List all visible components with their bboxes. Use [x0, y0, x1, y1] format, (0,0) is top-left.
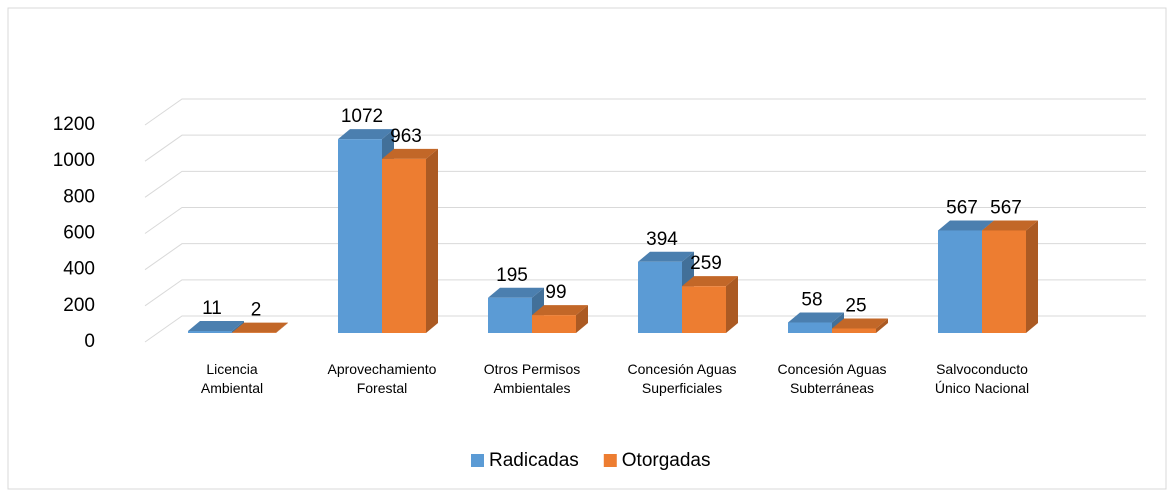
legend-label: Radicadas: [489, 450, 579, 471]
bar-side: [876, 318, 888, 333]
bar-top: [188, 321, 244, 332]
bar-side: [276, 322, 288, 333]
bar-side: [232, 321, 244, 333]
bar-top: [832, 318, 888, 329]
bar-front: [832, 328, 876, 333]
grid-line: [144, 279, 1146, 307]
value-label: 567: [946, 197, 978, 218]
value-label: 394: [646, 229, 678, 250]
legend-swatch: [471, 454, 484, 467]
bar-top: [982, 220, 1038, 231]
y-tick-label: 200: [63, 295, 95, 316]
grid-line: [144, 243, 1146, 271]
legend-label: Otorgadas: [622, 450, 711, 471]
x-tick-label: Licencia Ambiental: [201, 361, 263, 396]
x-tick-label: Concesión Aguas Superficiales: [628, 361, 737, 396]
value-label: 259: [690, 253, 722, 274]
y-tick-label: 800: [63, 186, 95, 207]
bar-front: [788, 322, 832, 333]
value-label: 2: [251, 300, 262, 321]
bar-top: [532, 305, 588, 316]
value-label: 11: [202, 298, 222, 319]
bar-side: [576, 305, 588, 333]
y-tick-label: 600: [63, 223, 95, 244]
legend-swatch: [603, 454, 617, 467]
bar-front: [638, 261, 682, 333]
bar-side: [1026, 220, 1038, 333]
bar-top: [788, 312, 844, 323]
bar: [832, 318, 888, 333]
bar-front: [488, 297, 532, 333]
bar: [232, 322, 288, 333]
grid-line: [144, 134, 1146, 162]
bar: [682, 276, 738, 333]
bar-front: [682, 286, 726, 333]
y-tick-label: 1000: [53, 150, 95, 171]
bar: [188, 321, 244, 333]
bar: [982, 220, 1038, 333]
value-label: 99: [545, 282, 566, 303]
bar: [382, 148, 438, 333]
bar: [532, 305, 588, 333]
value-label: 1072: [341, 106, 383, 127]
bar-front: [382, 158, 426, 333]
grid-line: [144, 207, 1146, 234]
value-label: 25: [845, 295, 866, 316]
bar-top: [682, 276, 738, 287]
value-label: 567: [990, 197, 1022, 218]
bar-front: [338, 139, 382, 333]
bar-front: [532, 315, 576, 333]
bar-top: [488, 287, 544, 298]
y-tick-label: 1200: [53, 114, 95, 135]
value-label: 195: [496, 265, 528, 286]
bar-side: [426, 148, 438, 333]
bar-top: [938, 220, 994, 231]
x-tick-label: Concesión Aguas Subterráneas: [778, 361, 887, 396]
bar-front: [982, 230, 1026, 333]
grid-line: [144, 170, 1146, 198]
x-tick-label: Otros Permisos Ambientales: [484, 361, 580, 396]
x-tick-label: Salvoconducto Único Nacional: [935, 361, 1029, 396]
grid-line: [144, 98, 1146, 126]
x-tick-label: Aprovechamiento Forestal: [328, 361, 437, 396]
bar-front: [938, 230, 982, 333]
y-tick-label: 0: [84, 331, 95, 352]
bar-top: [232, 322, 288, 333]
bar-top: [338, 129, 394, 140]
bar-top: [382, 148, 438, 159]
bar-side: [726, 276, 738, 333]
bar-front: [188, 331, 232, 333]
y-tick-label: 400: [63, 259, 95, 280]
bar-top: [638, 251, 694, 262]
value-label: 58: [801, 290, 822, 311]
value-label: 963: [390, 126, 422, 147]
